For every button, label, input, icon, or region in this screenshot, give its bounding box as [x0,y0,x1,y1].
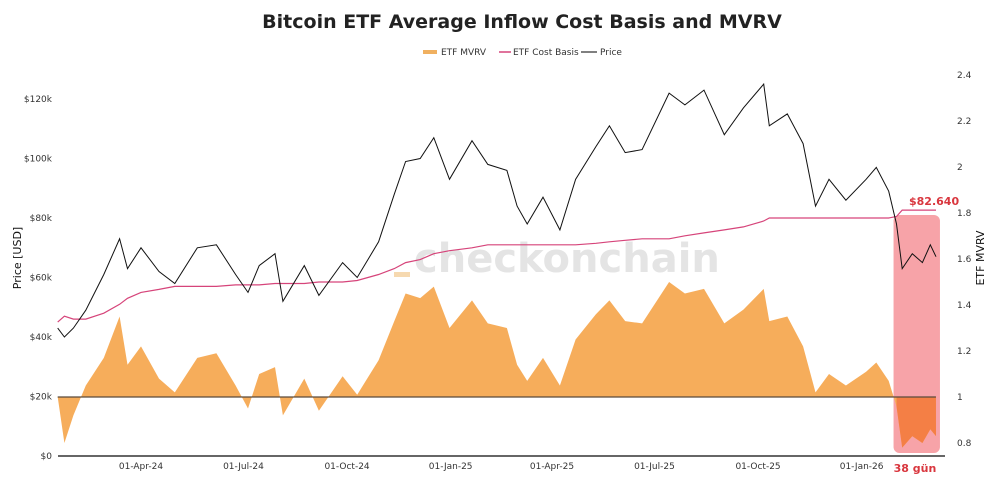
x-tick: 01-Jul-24 [223,462,264,472]
y-tick-right: 2.2 [957,117,971,127]
y-tick-left: $80k [30,214,53,224]
x-tick: 01-Apr-24 [119,462,163,472]
watermark-text: checkonchain [414,236,720,282]
cost-basis-annotation: $82.640 [909,195,959,208]
y-axis-left-label: Price [USD] [11,227,24,289]
y-axis-left: $0 $20k $40k $60k $80k $100k $120k [24,95,53,462]
y-tick-right: 1.4 [957,301,972,311]
x-tick: 01-Jan-25 [429,462,473,472]
y-tick-right: 0.8 [957,439,972,449]
y-tick-left: $20k [30,393,53,403]
watermark-logo [394,272,410,277]
x-tick: 01-Oct-25 [735,462,780,472]
y-tick-right: 1.2 [957,347,971,357]
cost-basis-line [57,209,936,323]
mvrv-area-highlight [896,397,936,448]
y-tick-right: 2 [957,163,963,173]
y-tick-right: 1.8 [957,209,972,219]
y-tick-right: 1 [957,393,963,403]
legend-swatch-mvrv [423,50,437,54]
chart-title: Bitcoin ETF Average Inflow Cost Basis an… [262,11,782,33]
legend-cost-basis: ETF Cost Basis [513,48,579,58]
y-tick-left: $60k [30,274,53,284]
x-axis: 01-Apr-24 01-Jul-24 01-Oct-24 01-Jan-25 01-A… [119,462,884,472]
y-tick-left: $0 [41,452,53,462]
x-tick: 01-Jul-25 [634,462,675,472]
highlight-annotation: 38 gün [894,462,937,475]
x-tick: 01-Oct-24 [324,462,369,472]
x-tick: 01-Jan-26 [840,462,884,472]
y-tick-right: 1.6 [957,255,972,265]
y-axis-right: 0.8 1 1.2 1.4 1.6 1.8 2 2.2 2.4 [957,71,972,449]
y-tick-right: 2.4 [957,71,972,81]
highlight-box [893,215,940,453]
legend: ETF MVRV ETF Cost Basis Price [423,48,622,58]
legend-mvrv: ETF MVRV [441,48,487,58]
price-line [57,82,937,338]
y-tick-left: $40k [30,333,53,343]
y-tick-left: $120k [24,95,53,105]
x-tick: 01-Apr-25 [530,462,574,472]
legend-price: Price [600,48,622,58]
watermark: checkonchain [394,236,720,282]
y-tick-left: $100k [24,155,53,165]
mvrv-area [57,282,936,448]
y-axis-right-label: ETF MVRV [974,230,987,286]
